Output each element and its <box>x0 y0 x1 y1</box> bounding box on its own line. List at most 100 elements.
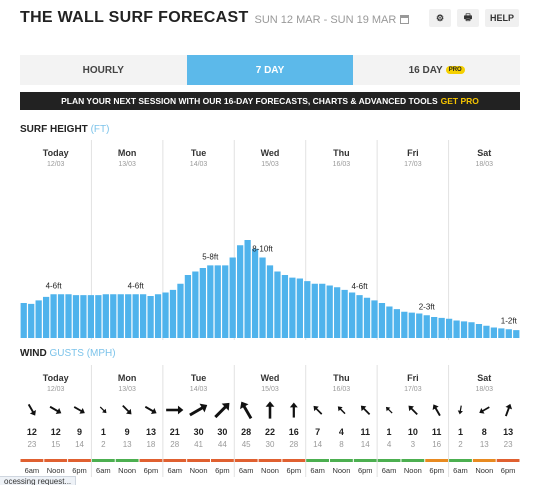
promo-banner[interactable]: PLAN YOUR NEXT SESSION WITH OUR 16-DAY F… <box>20 92 520 110</box>
wind-arrow-shaft <box>459 405 462 412</box>
surf-bar <box>490 327 498 338</box>
wind-arrow-shaft <box>434 406 441 417</box>
wind-arrow-head <box>457 410 463 415</box>
header: THE WALL SURF FORECAST SUN 12 MAR - SUN … <box>20 8 519 28</box>
time-label: 6am <box>167 466 182 475</box>
time-label: 6pm <box>72 466 87 475</box>
wind-arrow-icon <box>189 403 208 417</box>
wind-arrow-icon <box>214 402 230 419</box>
wind-speed: 1 <box>458 427 463 437</box>
wind-arrow-shaft <box>122 405 130 413</box>
wind-arrow-head <box>385 406 391 412</box>
wind-unit: (MPH) <box>86 348 116 359</box>
rating-band <box>472 459 496 462</box>
surf-bar <box>334 287 341 338</box>
surf-bar <box>214 265 221 338</box>
time-label: 6am <box>382 466 397 475</box>
calendar-icon[interactable] <box>400 15 410 24</box>
day-date: 16/03 <box>333 161 351 168</box>
time-label: 6pm <box>358 466 373 475</box>
surf-bar <box>192 271 199 338</box>
wind-arrow-head <box>337 406 343 412</box>
wind-speed: 8 <box>482 427 487 437</box>
rating-band <box>306 459 330 462</box>
surf-bar <box>378 303 386 338</box>
tab-16-day[interactable]: 16 DAY PRO <box>353 55 520 85</box>
wind-arrow-shaft <box>481 406 490 413</box>
surf-height-unit: (FT) <box>90 124 110 135</box>
surf-bar <box>348 292 356 338</box>
wind-arrow-icon <box>265 401 275 419</box>
tab-label: 7 DAY <box>255 64 285 76</box>
wind-arrow-icon <box>504 403 513 417</box>
date-range: SUN 12 MAR - SUN 19 MAR <box>254 13 397 26</box>
wind-speed: 12 <box>51 427 61 437</box>
surf-bar <box>431 317 438 338</box>
wind-title: WIND GUSTS (MPH) <box>20 348 116 359</box>
wind-gusts-label: GUSTS <box>49 348 84 359</box>
day-date: 14/03 <box>190 161 208 168</box>
time-label: Noon <box>332 466 350 475</box>
surf-bar <box>117 294 124 338</box>
wind-arrow-icon <box>360 405 371 415</box>
day-name: Mon <box>118 148 136 158</box>
surf-bar <box>423 315 430 338</box>
forecast-tabs: HOURLY 7 DAY 16 DAY PRO <box>20 55 520 85</box>
get-pro-link[interactable]: GET PRO <box>440 96 479 106</box>
tab-7-day[interactable]: 7 DAY <box>186 55 354 85</box>
wind-gust: 13 <box>123 440 132 449</box>
day-name: Fri <box>407 373 419 383</box>
day-name: Wed <box>261 373 280 383</box>
surf-bar <box>251 248 259 338</box>
surf-bar <box>483 325 490 338</box>
day-date: 18/03 <box>476 386 494 393</box>
pro-badge: PRO <box>445 66 465 74</box>
surf-height-chart: Today 12/03 Mon 13/03 Tue 14/03 Wed 15/03 Thu 16/… <box>20 140 520 340</box>
wind-arrow-head <box>289 402 298 408</box>
day-name: Tue <box>191 373 206 383</box>
help-button[interactable]: HELP <box>484 9 519 27</box>
wind-gust: 45 <box>242 440 251 449</box>
wind-arrow-head <box>408 405 414 412</box>
time-label: Noon <box>118 466 136 475</box>
surf-bar <box>222 265 229 338</box>
wind-speed: 28 <box>241 427 251 437</box>
surf-bar <box>386 306 393 338</box>
wind-arrow-shaft <box>27 403 35 414</box>
surf-bar <box>259 257 266 338</box>
rating-band <box>115 459 139 462</box>
time-label: 6am <box>453 466 468 475</box>
wind-speed: 16 <box>289 427 299 437</box>
surf-bar <box>162 292 169 338</box>
wind-chart: Today 12/03 Mon 13/03 Tue 14/03 Wed 15/03 Thu 16/… <box>20 365 520 477</box>
wind-arrow-icon <box>479 406 490 414</box>
surf-bar <box>460 321 468 339</box>
surf-bar <box>371 300 378 339</box>
wind-arrow-head <box>199 403 208 413</box>
wind-arrow-head <box>150 407 157 415</box>
wind-arrow-head <box>79 407 85 414</box>
surf-bar <box>102 294 109 338</box>
wind-gust: 44 <box>218 440 227 449</box>
wind-gust: 16 <box>432 440 441 449</box>
surf-bar <box>87 295 95 339</box>
wind-arrow-shaft <box>99 406 106 412</box>
surf-bar <box>468 322 475 338</box>
wind-arrow-icon <box>385 406 393 414</box>
header-buttons: ⚙ 🖶 HELP <box>428 9 519 27</box>
print-button[interactable]: 🖶 <box>456 9 479 27</box>
wind-arrow-icon <box>99 406 107 414</box>
rating-band <box>187 459 210 462</box>
tab-hourly[interactable]: HOURLY <box>20 55 187 85</box>
wind-arrow-head <box>102 408 107 414</box>
surf-bar <box>363 297 371 338</box>
wind-arrow-head <box>221 402 230 411</box>
surf-range-label: 4-6ft <box>128 281 145 290</box>
wind-arrow-icon <box>144 405 157 415</box>
wind-arrow-shaft <box>144 405 155 413</box>
wind-gust: 2 <box>458 440 463 449</box>
rating-band <box>496 459 520 462</box>
wind-arrow-icon <box>289 402 298 418</box>
settings-button[interactable]: ⚙ <box>428 9 451 27</box>
